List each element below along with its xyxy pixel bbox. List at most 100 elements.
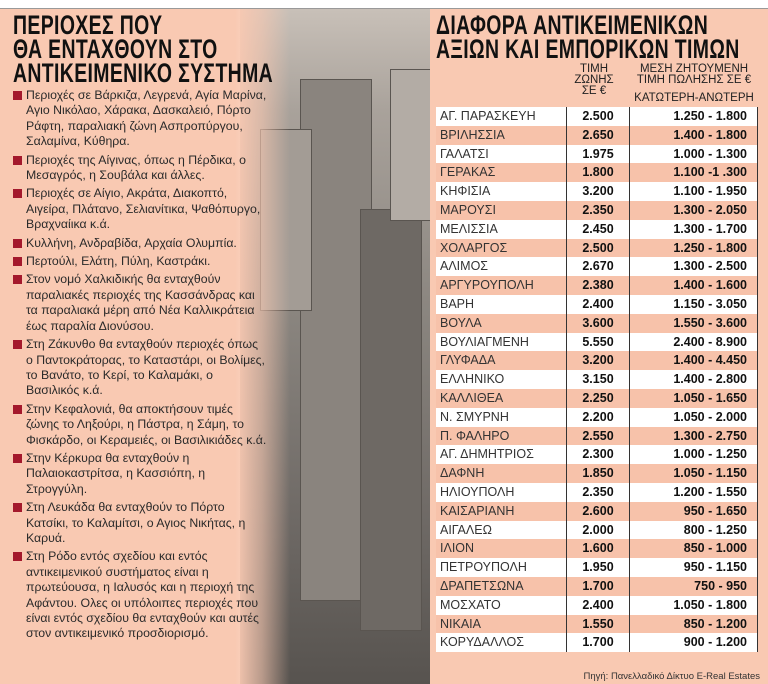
area-text: Στη Λευκάδα θα ενταχθούν το Πόρτο Κατσίκ…	[26, 500, 246, 545]
source-note: Πηγή: Πανελλαδικό Δίκτυο E-Real Estates	[583, 671, 760, 682]
header-line: ΜΕΣΗ ΖΗΤΟΥΜΕΝΗ	[639, 63, 749, 75]
market-price-range: 1.400 - 4.450	[629, 351, 758, 371]
area-text: Στη Ρόδο εντός σχεδίου και εντός αντικει…	[26, 549, 259, 641]
table-row: ΔΑΦΝΗ 1.850 1.050 - 1.150	[436, 464, 758, 483]
bullet-square-icon	[13, 503, 22, 513]
area-name: ΚΑΛΛΙΘΕΑ	[436, 388, 567, 408]
table-row: ΚΗΦΙΣΙΑ 3.200 1.100 - 1.950	[436, 182, 758, 201]
zone-price: 2.300	[566, 445, 630, 465]
table-row: ΔΡΑΠΕΤΣΩΝΑ 1.700 750 - 950	[436, 576, 758, 596]
market-price-range: 1.200 - 1.550	[629, 482, 758, 502]
table-row: ΒΑΡΗ 2.400 1.150 - 3.050	[436, 294, 758, 314]
table-row: ΚΑΙΣΑΡΙΑΝΗ 2.600 950 - 1.650	[436, 501, 758, 521]
zone-price: 2.400	[566, 294, 630, 314]
zone-price: 2.550	[566, 426, 630, 446]
zone-price: 2.400	[566, 595, 630, 615]
prices-panel: ΔΙΑΦΟΡΑ ΑΝΤΙΚΕΙΜΕΝΙΚΩΝ ΑΞΙΩΝ ΚΑΙ ΕΜΠΟΡΙΚ…	[430, 9, 768, 684]
market-price-range: 1.050 - 1.150	[629, 464, 758, 483]
zone-price: 2.650	[566, 125, 630, 145]
table-row: ΑΙΓΑΛΕΩ 2.000 800 - 1.250	[436, 520, 758, 540]
area-name: ΑΓ. ΠΑΡΑΣΚΕΥΗ	[436, 107, 567, 126]
title-line: ΔΙΑΦΟΡΑ ΑΝΤΙΚΕΙΜΕΝΙΚΩΝ	[436, 10, 709, 40]
market-price-range: 750 - 950	[629, 576, 758, 596]
market-price-range: 950 - 1.150	[629, 558, 758, 577]
area-text: Περτούλι, Ελάτη, Πύλη, Καστράκι.	[26, 254, 211, 269]
market-price-range: 1.400 - 1.600	[629, 276, 758, 295]
market-price-header: ΜΕΣΗ ΖΗΤΟΥΜΕΝΗ ΤΙΜΗ ΠΩΛΗΣΗΣ ΣΕ € ΚΑΤΩΤΕΡ…	[622, 63, 766, 104]
table-row: ΚΟΡΥΔΑΛΛΟΣ 1.700 900 - 1.200	[436, 633, 758, 653]
area-item: Περιοχές σε Βάρκιζα, Λεγρενά, Αγία Μαρίν…	[13, 88, 268, 150]
table-row: ΑΛΙΜΟΣ 2.670 1.300 - 2.500	[436, 257, 758, 277]
area-name: ΝΙΚΑΙΑ	[436, 614, 567, 634]
market-price-range: 1.000 - 1.250	[629, 445, 758, 465]
table-row: ΓΑΛΑΤΣΙ 1.975 1.000 - 1.300	[436, 144, 758, 164]
table-row: ΙΛΙΟΝ 1.600 850 - 1.000	[436, 539, 758, 559]
market-price-range: 1.050 - 1.800	[629, 595, 758, 615]
area-name: ΒΑΡΗ	[436, 294, 567, 314]
area-text: Στον νομό Χαλκιδικής θα ενταχθούν παραλι…	[26, 272, 255, 333]
area-text: Στη Ζάκυνθο θα ενταχθούν περιοχές όπως ο…	[26, 337, 265, 398]
market-price-range: 1.400 - 1.800	[629, 125, 758, 145]
zone-price: 2.500	[566, 238, 630, 258]
table-row: ΚΑΛΛΙΘΕΑ 2.250 1.050 - 1.650	[436, 388, 758, 408]
area-name: ΑΡΓΥΡΟΥΠΟΛΗ	[436, 276, 567, 295]
area-name: ΑΙΓΑΛΕΩ	[436, 520, 567, 540]
market-price-range: 1.250 - 1.800	[629, 107, 758, 126]
market-price-range: 850 - 1.200	[629, 614, 758, 634]
zone-price: 2.600	[566, 501, 630, 521]
zone-price: 5.550	[566, 332, 630, 352]
area-name: ΗΛΙΟΥΠΟΛΗ	[436, 482, 567, 502]
market-price-range: 1.550 - 3.600	[629, 313, 758, 333]
zone-price: 1.700	[566, 576, 630, 596]
table-row: ΕΛΛΗΝΙΚΟ 3.150 1.400 - 2.800	[436, 370, 758, 389]
top-border	[0, 0, 768, 9]
prices-title: ΔΙΑΦΟΡΑ ΑΝΤΙΚΕΙΜΕΝΙΚΩΝ ΑΞΙΩΝ ΚΑΙ ΕΜΠΟΡΙΚ…	[436, 10, 740, 63]
area-name: ΜΟΣΧΑΤΟ	[436, 595, 567, 615]
table-row: ΒΟΥΛΑ 3.600 1.550 - 3.600	[436, 313, 758, 333]
market-price-range: 1.400 - 2.800	[629, 370, 758, 389]
prices-table: ΑΓ. ΠΑΡΑΣΚΕΥΗ 2.500 1.250 - 1.800 ΒΡΙΛΗΣΣΙΑ…	[436, 107, 758, 653]
zone-price: 2.350	[566, 200, 630, 220]
market-price-range: 1.050 - 1.650	[629, 388, 758, 408]
zone-price-header: ΤΙΜΗ ΖΩΝΗΣ ΣΕ €	[563, 63, 625, 97]
zone-price: 2.350	[566, 482, 630, 502]
zone-price: 2.200	[566, 407, 630, 427]
zone-price: 2.500	[566, 107, 630, 126]
areas-list: Περιοχές σε Βάρκιζα, Λεγρενά, Αγία Μαρίν…	[13, 88, 268, 645]
area-item: Περτούλι, Ελάτη, Πύλη, Καστράκι.	[13, 254, 268, 269]
areas-panel: ΠΕΡΙΟΧΕΣ ΠΟΥ ΘΑ ΕΝΤΑΧΘΟΥΝ ΣΤΟ ΑΝΤΙΚΕΙΜΕΝ…	[0, 9, 290, 684]
area-text: Περιοχές σε Αίγιο, Ακράτα, Διακοπτό, Αιγ…	[26, 186, 261, 232]
bullet-square-icon	[13, 257, 22, 267]
zone-price: 3.200	[566, 182, 630, 201]
market-price-range: 1.300 - 2.750	[629, 426, 758, 446]
area-name: ΧΟΛΑΡΓΟΣ	[436, 238, 567, 258]
header-line: ΣΕ €	[581, 85, 607, 97]
bullet-square-icon	[13, 275, 22, 285]
table-row: ΜΕΛΙΣΣΙΑ 2.450 1.300 - 1.700	[436, 219, 758, 239]
header-line: ΚΑΤΩΤΕΡΗ-ΑΝΩΤΕΡΗ	[634, 92, 754, 104]
market-price-range: 1.050 - 2.000	[629, 407, 758, 427]
area-item: Στη Λευκάδα θα ενταχθούν το Πόρτο Κατσίκ…	[13, 500, 268, 546]
zone-price: 1.950	[566, 558, 630, 577]
market-price-range: 1.150 - 3.050	[629, 294, 758, 314]
table-row: Ν. ΣΜΥΡΝΗ 2.200 1.050 - 2.000	[436, 407, 758, 427]
area-item: Στη Ρόδο εντός σχεδίου και εντός αντικει…	[13, 549, 268, 641]
area-name: ΜΕΛΙΣΣΙΑ	[436, 219, 567, 239]
area-name: ΠΕΤΡΟΥΠΟΛΗ	[436, 558, 567, 577]
header-line: ΖΩΝΗΣ	[574, 74, 614, 86]
area-item: Στην Κεφαλονιά, θα αποκτήσουν τιμές ζώνη…	[13, 402, 268, 448]
area-item: Στη Ζάκυνθο θα ενταχθούν περιοχές όπως ο…	[13, 337, 268, 399]
area-item: Περιοχές σε Αίγιο, Ακράτα, Διακοπτό, Αιγ…	[13, 186, 268, 232]
area-name: ΔΡΑΠΕΤΣΩΝΑ	[436, 576, 567, 596]
table-row: ΒΟΥΛΙΑΓΜΕΝΗ 5.550 2.400 - 8.900	[436, 332, 758, 352]
area-text: Στην Κέρκυρα θα ενταχθούν η Παλαιοκαστρί…	[26, 450, 206, 496]
market-price-range: 2.400 - 8.900	[629, 332, 758, 352]
areas-title: ΠΕΡΙΟΧΕΣ ΠΟΥ ΘΑ ΕΝΤΑΧΘΟΥΝ ΣΤΟ ΑΝΤΙΚΕΙΜΕΝ…	[13, 12, 274, 88]
table-row: ΜΟΣΧΑΤΟ 2.400 1.050 - 1.800	[436, 595, 758, 615]
zone-price: 2.000	[566, 520, 630, 540]
area-name: ΒΟΥΛΑ	[436, 313, 567, 333]
zone-price: 1.600	[566, 539, 630, 559]
table-row: Π. ΦΑΛΗΡΟ 2.550 1.300 - 2.750	[436, 426, 758, 446]
title-line: ΑΝΤΙΚΕΙΜΕΝΙΚΟ ΣΥΣΤΗΜΑ	[13, 58, 274, 88]
zone-price: 2.250	[566, 388, 630, 408]
